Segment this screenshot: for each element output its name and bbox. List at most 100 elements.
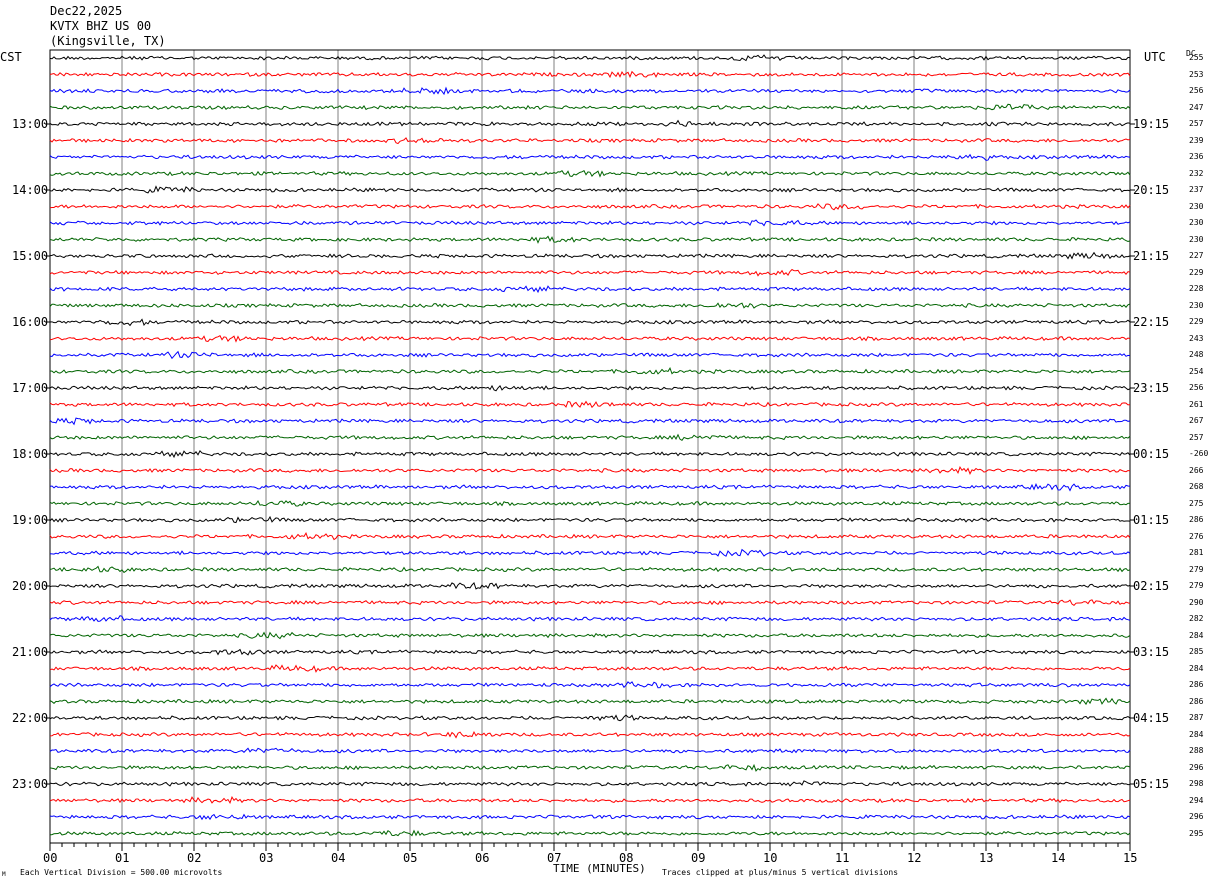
- seismic-trace: [49, 367, 1131, 375]
- station-location: (Kingsville, TX): [50, 34, 166, 48]
- trace-dc-value: 247: [1189, 102, 1204, 112]
- utc-hour-label: 22:15: [1133, 315, 1170, 329]
- x-tick-label: 02: [187, 851, 202, 865]
- seismic-trace: [49, 449, 1131, 459]
- trace-dc-value: 256: [1189, 86, 1204, 95]
- seismic-trace: [49, 70, 1131, 79]
- seismic-trace: [49, 153, 1131, 161]
- clip-note: Traces clipped at plus/minus 5 vertical …: [662, 868, 899, 877]
- seismic-trace: [49, 515, 1131, 524]
- seismic-trace: [49, 615, 1131, 622]
- seismic-trace: [49, 813, 1131, 821]
- seismic-trace: [49, 235, 1131, 244]
- cst-hour-label: 15:00: [12, 249, 49, 263]
- corner-mark: M: [2, 871, 6, 878]
- trace-dc-value: 229: [1189, 317, 1204, 326]
- seismic-trace: [49, 599, 1131, 606]
- seismic-trace: [49, 417, 1131, 426]
- trace-dc-value: 284: [1189, 663, 1204, 673]
- trace-dc-value: 287: [1189, 713, 1204, 722]
- seismic-trace: [49, 499, 1131, 507]
- utc-hour-label: 19:15: [1133, 117, 1170, 131]
- seismic-trace: [49, 829, 1131, 837]
- utc-hour-label: 20:15: [1133, 183, 1170, 197]
- seismic-trace: [49, 433, 1131, 441]
- trace-dc-value: 279: [1189, 581, 1204, 590]
- seismic-trace: [49, 86, 1131, 96]
- trace-dc-value: 237: [1189, 185, 1204, 194]
- trace-dc-value: 266: [1189, 465, 1204, 475]
- seismic-trace: [49, 137, 1131, 145]
- trace-dc-value: 248: [1189, 350, 1204, 359]
- x-tick-label: 14: [1051, 851, 1066, 865]
- trace-dc-value: 254: [1189, 366, 1204, 376]
- seismic-trace: [49, 384, 1131, 392]
- trace-dc-value: 236: [1189, 152, 1204, 161]
- cst-hour-label: 17:00: [12, 381, 49, 395]
- cst-hour-label: 18:00: [12, 447, 49, 461]
- trace-dc-value: 296: [1189, 762, 1204, 772]
- x-tick-label: 01: [115, 851, 130, 865]
- seismic-trace: [49, 185, 1131, 194]
- trace-dc-value: 256: [1189, 383, 1204, 392]
- cst-hour-label: 23:00: [12, 777, 49, 791]
- x-tick-label: 10: [763, 851, 778, 865]
- seismic-trace: [49, 466, 1131, 475]
- seismic-trace: [49, 631, 1131, 640]
- trace-dc-value: 284: [1189, 630, 1204, 640]
- seismic-trace: [49, 302, 1131, 309]
- x-tick-label: 08: [619, 851, 634, 865]
- trace-dc-value: 228: [1189, 284, 1204, 293]
- trace-dc-value: 230: [1189, 218, 1204, 227]
- seismic-trace: [49, 350, 1131, 360]
- trace-dc-value: 243: [1189, 333, 1204, 343]
- seismic-trace: [49, 582, 1131, 590]
- seismic-trace: [49, 285, 1131, 294]
- trace-dc-value: 253: [1189, 69, 1204, 79]
- left-timezone-label: CST: [0, 50, 22, 64]
- utc-hour-label: 01:15: [1133, 513, 1170, 527]
- seismic-trace: [49, 648, 1131, 656]
- trace-dc-value: 295: [1189, 828, 1204, 838]
- trace-dc-value: 286: [1189, 515, 1204, 524]
- trace-dc-value: 230: [1189, 201, 1204, 211]
- x-tick-label: 04: [331, 851, 346, 865]
- seismic-trace: [49, 119, 1131, 127]
- x-tick-label: 00: [43, 851, 58, 865]
- trace-dc-value: 276: [1189, 531, 1204, 541]
- trace-dc-value: 232: [1189, 168, 1204, 178]
- trace-dc-value: 281: [1189, 548, 1204, 557]
- seismic-trace: [49, 681, 1131, 689]
- x-tick-label: 09: [691, 851, 706, 865]
- trace-dc-value: 282: [1189, 614, 1204, 623]
- seismic-trace: [49, 730, 1131, 739]
- seismic-trace: [49, 697, 1131, 706]
- cst-hour-label: 22:00: [12, 711, 49, 725]
- seismic-trace: [49, 54, 1131, 62]
- utc-hour-label: 00:15: [1133, 447, 1170, 461]
- trace-dc-value: 268: [1189, 482, 1204, 491]
- plot-date: Dec22,2025: [50, 4, 123, 18]
- cst-hour-label: 19:00: [12, 513, 49, 527]
- seismic-trace: [49, 170, 1131, 178]
- trace-dc-value: 267: [1189, 416, 1204, 425]
- seismic-trace: [49, 318, 1131, 327]
- seismic-trace: [49, 483, 1131, 492]
- utc-hour-label: 04:15: [1133, 711, 1170, 725]
- trace-dc-value: 230: [1189, 234, 1204, 244]
- trace-dc-value: 286: [1189, 696, 1204, 706]
- seismic-trace: [49, 268, 1131, 277]
- trace-dc-value: 229: [1189, 267, 1204, 277]
- trace-dc-value: -260: [1189, 449, 1209, 458]
- x-tick-label: 13: [979, 851, 994, 865]
- utc-hour-label: 05:15: [1133, 777, 1170, 791]
- trace-dc-value: 294: [1189, 795, 1204, 805]
- seismic-trace: [49, 400, 1131, 409]
- x-tick-label: 05: [403, 851, 418, 865]
- station-code: KVTX BHZ US 00: [50, 19, 152, 33]
- seismic-trace: [49, 763, 1131, 772]
- trace-dc-value: 261: [1189, 399, 1204, 409]
- trace-dc-value: 257: [1189, 119, 1204, 128]
- trace-dc-value: 257: [1189, 432, 1204, 442]
- scale-note: Each Vertical Division = 500.00 microvol…: [20, 868, 223, 877]
